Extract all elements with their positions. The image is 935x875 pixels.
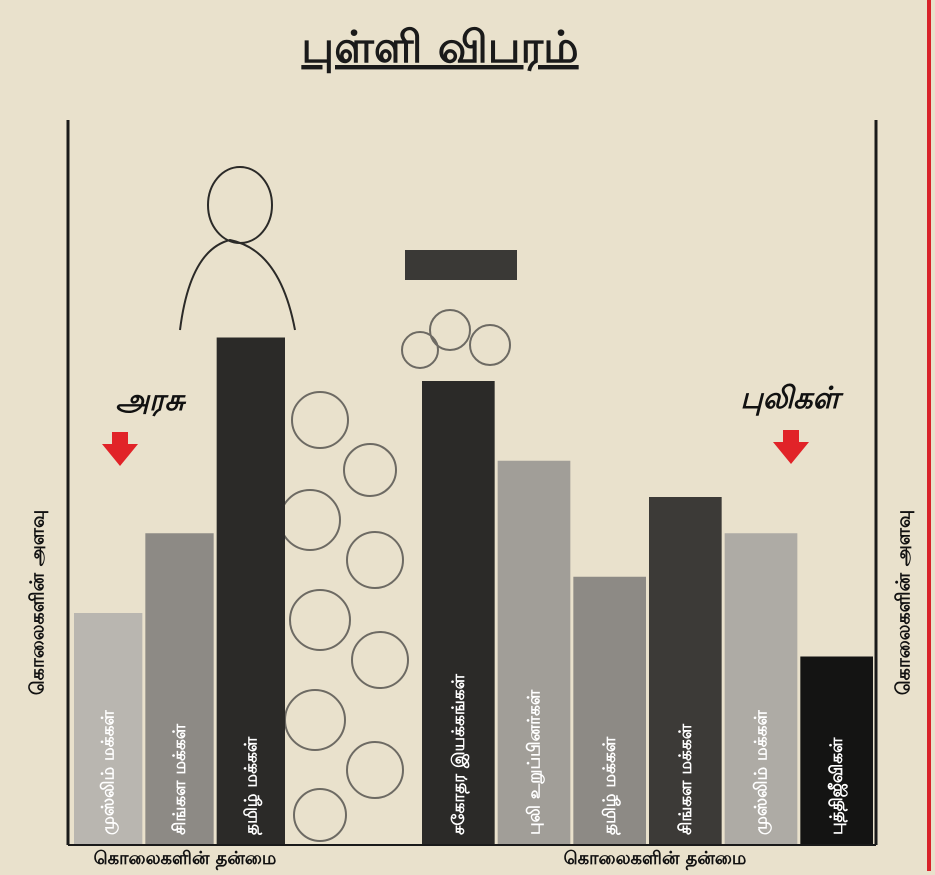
chart: புள்ளி விபரம் முஸ்லிம் மக்கள் சிங்கள மக்க…	[0, 0, 935, 871]
page-edge-line	[927, 0, 931, 871]
skull-drawing-top	[405, 250, 517, 280]
page: {"title": "புள்ளி விபரம்", "chart_data":…	[0, 0, 935, 871]
group-label: அரசு	[116, 383, 187, 418]
bar-label: முஸ்லிம் மக்கள்	[752, 710, 772, 835]
bar-label: புத்திஜீவிகள்	[827, 737, 849, 835]
bar-label: புலி உறுப்பினர்கள்	[525, 689, 545, 835]
bar-label: சிங்கள மக்கள்	[676, 723, 696, 835]
chart-title: புள்ளி விபரம்	[301, 22, 578, 73]
bar-label: முஸ்லிம் மக்கள்	[99, 710, 119, 835]
group-label: புலிகள்	[740, 381, 844, 416]
x-axis-label: கொலைகளின் தன்மை	[564, 848, 747, 871]
x-axis-label: கொலைகளின் தன்மை	[94, 848, 277, 871]
bar-label: தமிழ் மக்கள்	[600, 736, 620, 835]
y-axis-label: கொலைகளின் அளவு	[893, 510, 915, 695]
bar-label: தமிழ் மக்கள்	[241, 736, 261, 835]
bar-label: சிங்கள மக்கள்	[170, 723, 190, 835]
y-axis-label: கொலைகளின் அளவு	[27, 510, 49, 695]
bar-label: சகோதர இயக்கங்கள்	[449, 673, 469, 835]
